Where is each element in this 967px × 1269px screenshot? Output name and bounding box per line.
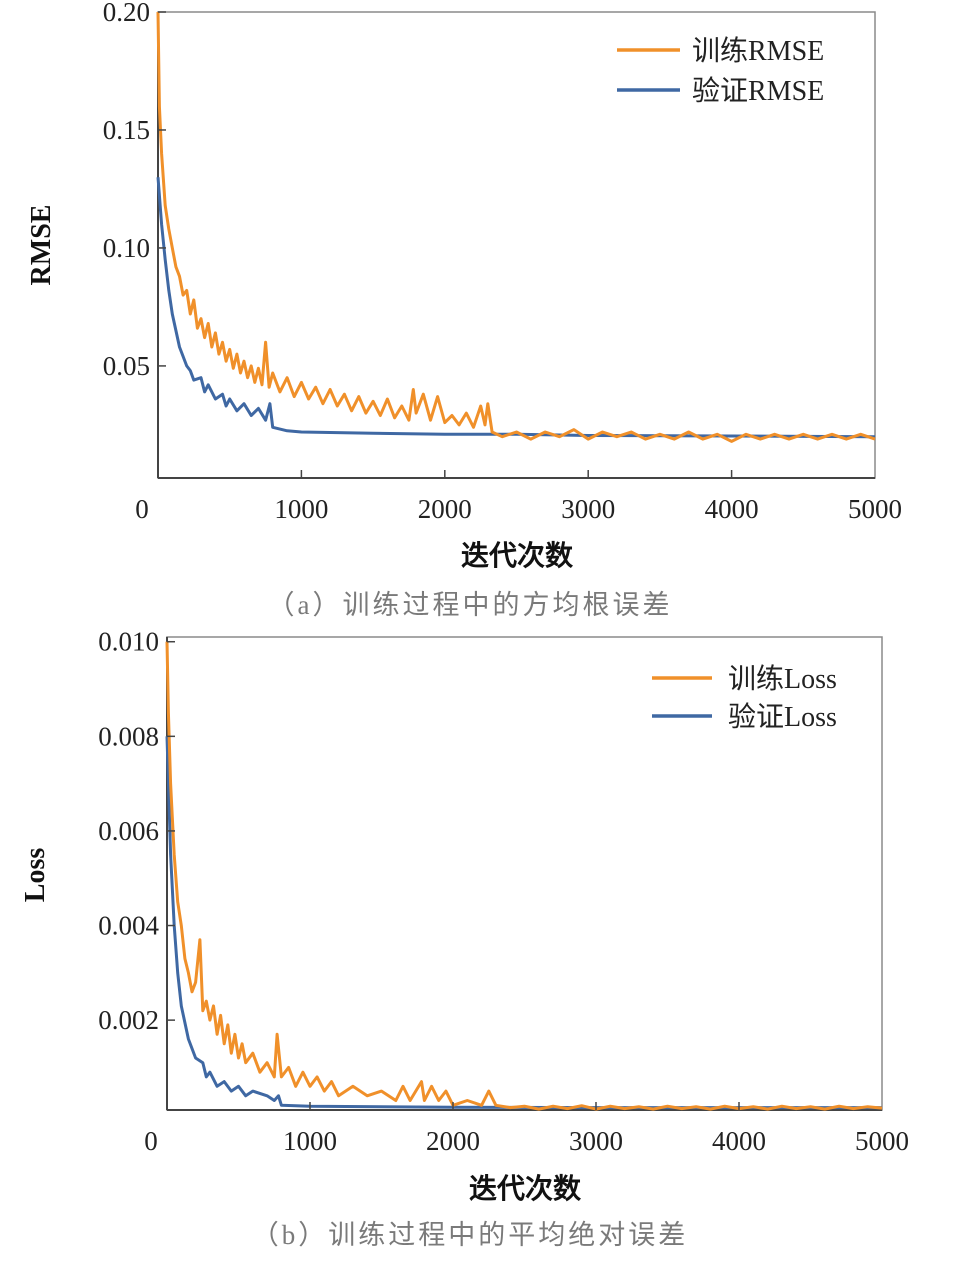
loss-series-train-line <box>165 641 883 1111</box>
loss-chart: Loss 迭代次数 （b）训练过程中的平均绝对误差 训练Loss 验证Loss … <box>20 627 909 1250</box>
rmse-x-tick-label: 5000 <box>848 494 902 524</box>
loss-y-axis-label: Loss <box>20 848 51 903</box>
rmse-y-tick-label: 0.20 <box>103 0 150 27</box>
loss-x-tick-label: 1000 <box>283 1126 337 1156</box>
loss-y-tick-label: 0.002 <box>98 1005 159 1035</box>
legend-label-val-rmse: 验证RMSE <box>692 75 824 107</box>
rmse-x-tick-label: 3000 <box>561 494 615 524</box>
rmse-x-tick-label: 2000 <box>418 494 472 524</box>
loss-x-tick-label: 0 <box>144 1126 158 1156</box>
rmse-x-tick-label: 1000 <box>274 494 328 524</box>
loss-x-axis-label: 迭代次数 <box>469 1173 582 1205</box>
loss-x-tick-label: 2000 <box>426 1126 480 1156</box>
loss-x-tick-label: 3000 <box>569 1126 623 1156</box>
rmse-y-tick-label: 0.15 <box>103 115 150 145</box>
rmse-series-validation-line <box>156 177 876 439</box>
legend-label-train-loss: 训练Loss <box>728 663 837 695</box>
loss-x-tick-label: 5000 <box>855 1126 909 1156</box>
rmse-chart: RMSE 迭代次数 （a）训练过程中的方均根误差 训练RMSE 验证RMSE 0… <box>26 0 902 620</box>
legend-label-val-loss: 验证Loss <box>728 701 837 733</box>
rmse-y-tick-label: 0.05 <box>103 351 150 381</box>
loss-series-validation-line <box>165 736 882 1110</box>
rmse-y-axis-label: RMSE <box>26 205 57 286</box>
rmse-series-train-line <box>156 11 876 443</box>
rmse-x-tick-label: 4000 <box>705 494 759 524</box>
loss-y-tick-label: 0.010 <box>98 627 159 657</box>
rmse-x-tick-label: 0 <box>135 494 149 524</box>
loss-caption: （b）训练过程中的平均绝对误差 <box>252 1220 689 1250</box>
loss-x-tick-label: 4000 <box>712 1126 766 1156</box>
loss-y-tick-label: 0.006 <box>98 816 159 846</box>
loss-y-tick-label: 0.008 <box>98 721 159 751</box>
rmse-caption: （a）训练过程中的方均根误差 <box>268 590 673 620</box>
rmse-y-tick-label: 0.10 <box>103 233 150 263</box>
rmse-x-axis-label: 迭代次数 <box>461 540 574 572</box>
legend-label-train-rmse: 训练RMSE <box>692 35 824 67</box>
loss-y-tick-label: 0.004 <box>98 911 159 941</box>
